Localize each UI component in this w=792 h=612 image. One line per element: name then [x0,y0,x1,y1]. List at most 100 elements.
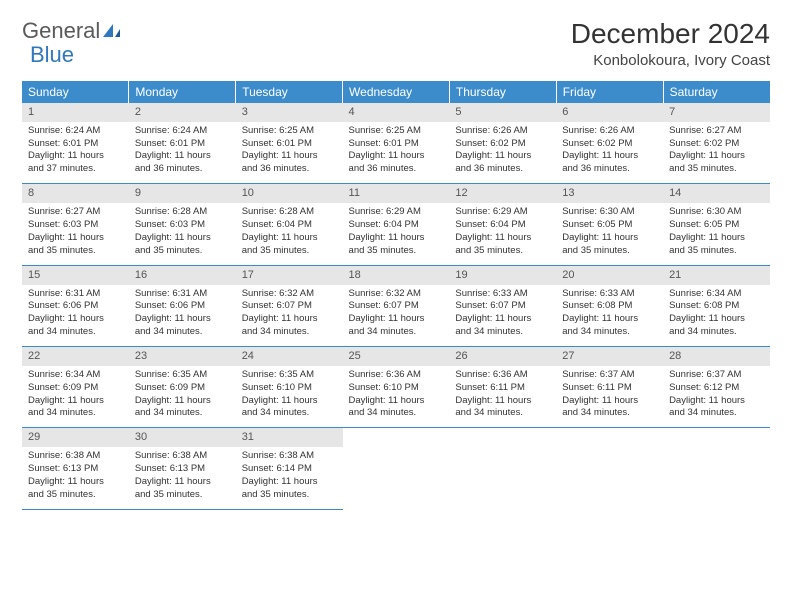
day-number-cell [449,428,556,447]
day-number-cell: 17 [236,265,343,284]
sunrise-text: Sunrise: 6:26 AM [455,125,550,138]
week-content-row: Sunrise: 6:38 AMSunset: 6:13 PMDaylight:… [22,447,770,509]
week-content-row: Sunrise: 6:24 AMSunset: 6:01 PMDaylight:… [22,122,770,184]
day-content-cell: Sunrise: 6:31 AMSunset: 6:06 PMDaylight:… [129,285,236,347]
day-number-cell: 19 [449,265,556,284]
daylight-text: and 35 minutes. [28,489,123,502]
day-number-cell: 18 [343,265,450,284]
daylight-text: Daylight: 11 hours [135,395,230,408]
day-content-cell: Sunrise: 6:36 AMSunset: 6:11 PMDaylight:… [449,366,556,428]
daylight-text: Daylight: 11 hours [349,395,444,408]
daylight-text: Daylight: 11 hours [135,150,230,163]
daylight-text: Daylight: 11 hours [669,232,764,245]
header: General December 2024 Konbolokoura, Ivor… [22,18,770,69]
day-content-cell: Sunrise: 6:35 AMSunset: 6:10 PMDaylight:… [236,366,343,428]
daylight-text: and 34 minutes. [669,407,764,420]
daylight-text: Daylight: 11 hours [242,232,337,245]
day-number-cell: 2 [129,103,236,122]
day-content-cell: Sunrise: 6:33 AMSunset: 6:08 PMDaylight:… [556,285,663,347]
sunset-text: Sunset: 6:13 PM [28,463,123,476]
sunset-text: Sunset: 6:02 PM [669,138,764,151]
day-number-cell: 14 [663,184,770,203]
week-daynum-row: 1234567 [22,103,770,122]
daylight-text: Daylight: 11 hours [455,232,550,245]
day-content-cell: Sunrise: 6:32 AMSunset: 6:07 PMDaylight:… [236,285,343,347]
day-number-cell: 25 [343,347,450,366]
daylight-text: and 34 minutes. [669,326,764,339]
sunrise-text: Sunrise: 6:29 AM [455,206,550,219]
day-number-cell: 4 [343,103,450,122]
sunrise-text: Sunrise: 6:34 AM [669,288,764,301]
day-number-cell: 21 [663,265,770,284]
sunset-text: Sunset: 6:05 PM [562,219,657,232]
sunrise-text: Sunrise: 6:31 AM [135,288,230,301]
day-number-cell: 30 [129,428,236,447]
daylight-text: and 35 minutes. [135,245,230,258]
daylight-text: and 34 minutes. [562,407,657,420]
day-content-cell: Sunrise: 6:31 AMSunset: 6:06 PMDaylight:… [22,285,129,347]
daylight-text: and 35 minutes. [242,489,337,502]
day-number-cell: 10 [236,184,343,203]
sunset-text: Sunset: 6:07 PM [455,300,550,313]
sunset-text: Sunset: 6:03 PM [135,219,230,232]
daylight-text: Daylight: 11 hours [242,313,337,326]
sunset-text: Sunset: 6:12 PM [669,382,764,395]
day-content-cell: Sunrise: 6:32 AMSunset: 6:07 PMDaylight:… [343,285,450,347]
day-content-cell: Sunrise: 6:26 AMSunset: 6:02 PMDaylight:… [556,122,663,184]
sunset-text: Sunset: 6:01 PM [349,138,444,151]
daylight-text: and 35 minutes. [135,489,230,502]
sunrise-text: Sunrise: 6:24 AM [28,125,123,138]
week-content-row: Sunrise: 6:34 AMSunset: 6:09 PMDaylight:… [22,366,770,428]
daylight-text: and 35 minutes. [455,245,550,258]
daylight-text: and 34 minutes. [242,326,337,339]
week-daynum-row: 22232425262728 [22,347,770,366]
sunrise-text: Sunrise: 6:25 AM [349,125,444,138]
daylight-text: Daylight: 11 hours [669,150,764,163]
sunrise-text: Sunrise: 6:27 AM [669,125,764,138]
sunrise-text: Sunrise: 6:27 AM [28,206,123,219]
day-content-cell: Sunrise: 6:27 AMSunset: 6:03 PMDaylight:… [22,203,129,265]
sunrise-text: Sunrise: 6:30 AM [669,206,764,219]
day-header: Saturday [663,81,770,103]
logo-text-blue: Blue [30,42,74,68]
calendar-table: Sunday Monday Tuesday Wednesday Thursday… [22,81,770,510]
day-number-cell: 13 [556,184,663,203]
day-content-cell [556,447,663,509]
sunrise-text: Sunrise: 6:36 AM [349,369,444,382]
daylight-text: and 34 minutes. [455,326,550,339]
day-content-cell: Sunrise: 6:30 AMSunset: 6:05 PMDaylight:… [556,203,663,265]
day-number-cell: 16 [129,265,236,284]
sunset-text: Sunset: 6:06 PM [135,300,230,313]
day-content-cell: Sunrise: 6:29 AMSunset: 6:04 PMDaylight:… [343,203,450,265]
sunrise-text: Sunrise: 6:32 AM [349,288,444,301]
day-number-cell: 8 [22,184,129,203]
week-daynum-row: 891011121314 [22,184,770,203]
day-content-cell: Sunrise: 6:37 AMSunset: 6:12 PMDaylight:… [663,366,770,428]
sunrise-text: Sunrise: 6:32 AM [242,288,337,301]
day-content-cell: Sunrise: 6:34 AMSunset: 6:08 PMDaylight:… [663,285,770,347]
daylight-text: Daylight: 11 hours [135,476,230,489]
day-content-cell [343,447,450,509]
sunset-text: Sunset: 6:10 PM [349,382,444,395]
sunrise-text: Sunrise: 6:24 AM [135,125,230,138]
sunrise-text: Sunrise: 6:25 AM [242,125,337,138]
day-number-cell: 6 [556,103,663,122]
day-number-cell: 20 [556,265,663,284]
day-content-cell: Sunrise: 6:37 AMSunset: 6:11 PMDaylight:… [556,366,663,428]
day-number-cell: 26 [449,347,556,366]
day-number-cell: 27 [556,347,663,366]
day-number-cell: 5 [449,103,556,122]
daylight-text: and 36 minutes. [562,163,657,176]
daylight-text: and 36 minutes. [349,163,444,176]
sunset-text: Sunset: 6:08 PM [562,300,657,313]
day-header: Wednesday [343,81,450,103]
sunset-text: Sunset: 6:01 PM [242,138,337,151]
sunset-text: Sunset: 6:04 PM [455,219,550,232]
location-label: Konbolokoura, Ivory Coast [571,52,770,69]
day-number-cell [343,428,450,447]
sunset-text: Sunset: 6:07 PM [349,300,444,313]
sunset-text: Sunset: 6:01 PM [135,138,230,151]
day-number-cell: 23 [129,347,236,366]
sunrise-text: Sunrise: 6:33 AM [455,288,550,301]
logo-sail-icon [102,22,122,40]
